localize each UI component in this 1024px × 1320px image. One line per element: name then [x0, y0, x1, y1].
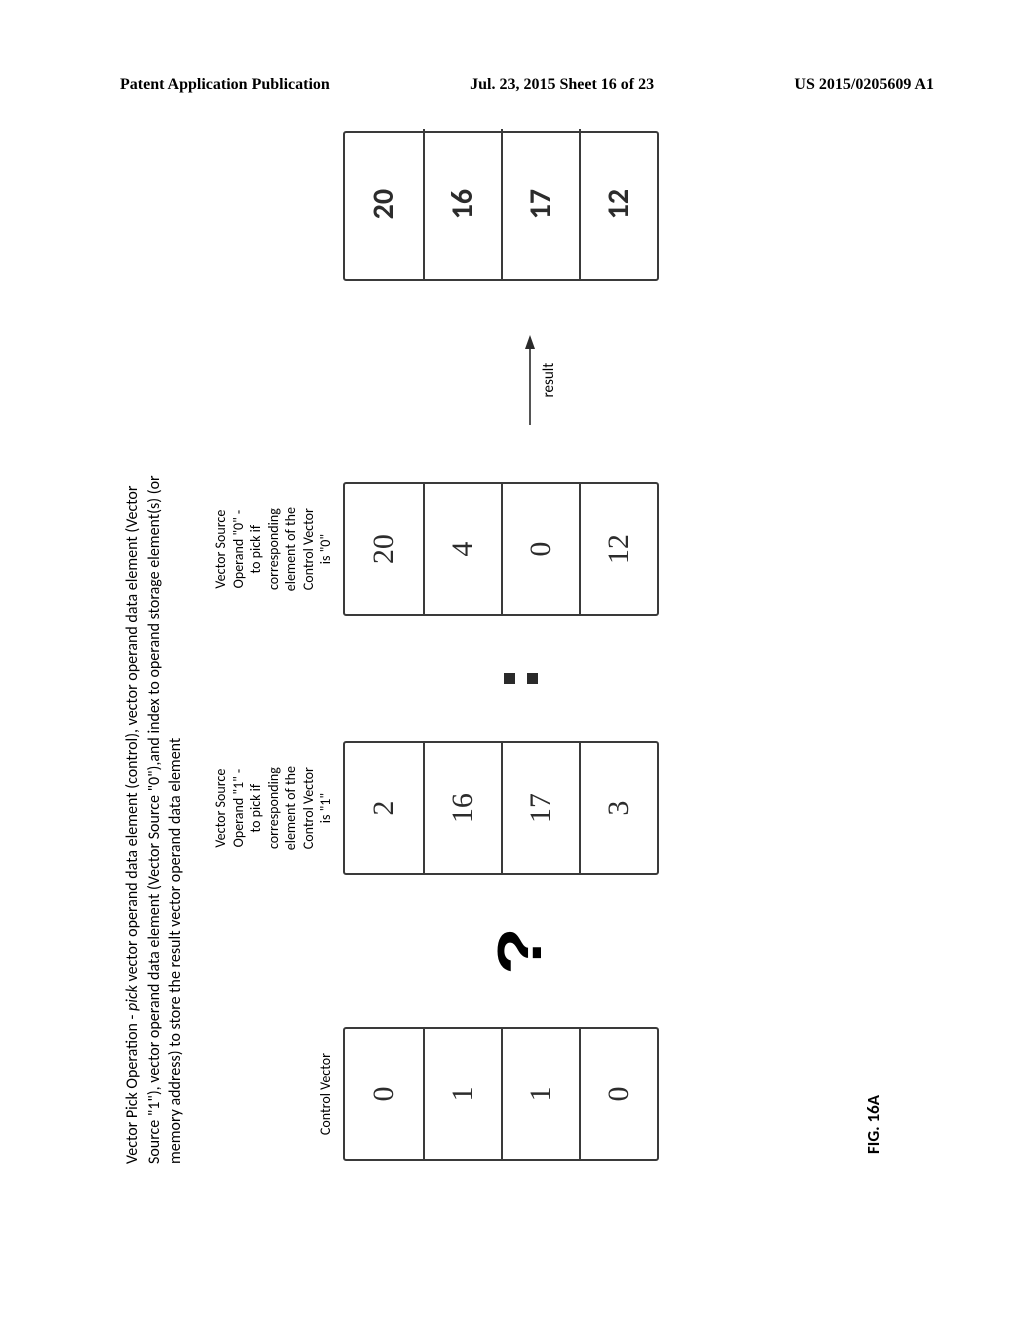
- colon-icon: [504, 673, 538, 684]
- src1-vector-cells: 2 16 17 3: [343, 741, 659, 875]
- src0-lbl-line: element of the: [282, 507, 300, 591]
- title-line-1: Vector Pick Operation - pick vector oper…: [122, 90, 144, 1164]
- src0-lbl-line: Operand "0" -: [230, 507, 248, 591]
- question-icon: ?: [496, 932, 546, 970]
- src0-lbl-line: Vector Source: [212, 507, 230, 591]
- result-vector-group: 20 16 17 12: [223, 131, 659, 281]
- figure-content: Vector Pick Operation - pick vector oper…: [122, 90, 902, 1190]
- src1-lbl-line: is "1": [317, 766, 335, 850]
- figure-number-label: FIG. 16A: [863, 1095, 884, 1154]
- result-vector-label: [223, 136, 335, 276]
- src1-vector-group: Vector Source Operand "1" - to pick if c…: [223, 738, 659, 878]
- result-arrow: result: [523, 335, 558, 425]
- src1-lbl-line: element of the: [282, 766, 300, 850]
- colon-dot: [504, 673, 515, 684]
- src1-cell: 3: [579, 743, 657, 873]
- control-vector-group: Control Vector 0 1 1 0: [223, 1024, 659, 1164]
- src1-lbl-line: Control Vector: [300, 766, 318, 850]
- figure-title: Vector Pick Operation - pick vector oper…: [122, 90, 187, 1190]
- src0-vector-label: Vector Source Operand "0" - to pick if c…: [223, 479, 335, 619]
- control-vector-cells: 0 1 1 0: [343, 1027, 659, 1161]
- control-vector-label: Control Vector: [223, 1024, 335, 1164]
- src1-vector-label: Vector Source Operand "1" - to pick if c…: [223, 738, 335, 878]
- result-cell: 16: [423, 129, 501, 279]
- title-line-3: memory address) to store the result vect…: [165, 90, 187, 1164]
- result-cell: 20: [345, 129, 423, 279]
- src0-lbl-line: to pick if: [247, 507, 265, 591]
- src0-cell: 20: [345, 484, 423, 614]
- src1-lbl-line: Operand "1" -: [230, 766, 248, 850]
- src1-cell: 16: [423, 743, 501, 873]
- src1-cell: 17: [501, 743, 579, 873]
- src0-vector-cells: 20 4 0 12: [343, 482, 659, 616]
- control-cell: 0: [345, 1029, 423, 1159]
- src0-cell: 12: [579, 484, 657, 614]
- src1-cell: 2: [345, 743, 423, 873]
- control-cell: 1: [501, 1029, 579, 1159]
- result-cell: 17: [501, 129, 579, 279]
- src0-lbl-line: is "0": [317, 507, 335, 591]
- control-cell: 1: [423, 1029, 501, 1159]
- arrow-icon: [523, 335, 537, 425]
- result-cell: 12: [579, 129, 657, 279]
- src1-lbl-line: Vector Source: [212, 766, 230, 850]
- result-vector-cells: 20 16 17 12: [343, 131, 659, 281]
- src0-vector-group: Vector Source Operand "0" - to pick if c…: [223, 479, 659, 619]
- italic-pick: pick: [123, 985, 142, 1011]
- src0-cell: 4: [423, 484, 501, 614]
- src0-cell: 0: [501, 484, 579, 614]
- control-cell: 0: [579, 1029, 657, 1159]
- src1-lbl-line: corresponding: [265, 766, 283, 850]
- src1-lbl-line: to pick if: [247, 766, 265, 850]
- src0-lbl-line: corresponding: [265, 507, 283, 591]
- title-line-2: Source "1"), vector operand data element…: [144, 90, 166, 1164]
- colon-dot: [527, 673, 538, 684]
- src0-lbl-line: Control Vector: [300, 507, 318, 591]
- qmark-glyph: ?: [496, 927, 546, 974]
- result-arrow-label: result: [540, 363, 558, 398]
- vectors-area: Control Vector 0 1 1 0 ? Vector Source O…: [223, 90, 659, 1190]
